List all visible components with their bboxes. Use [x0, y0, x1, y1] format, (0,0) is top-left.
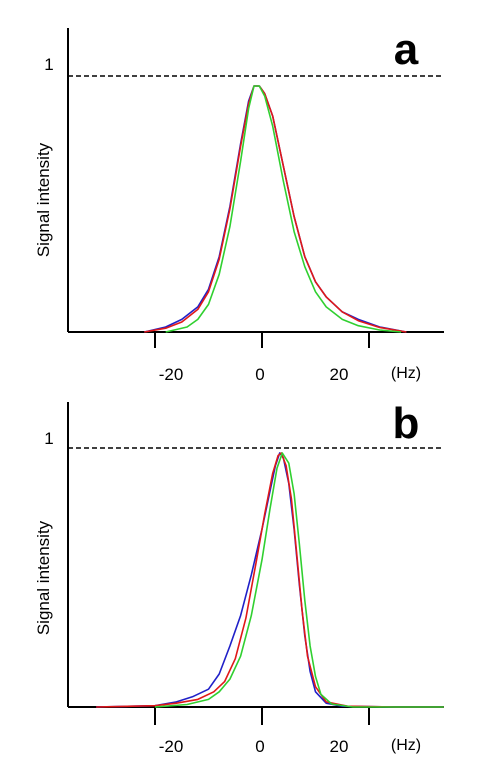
panel-a: -20 0 20 (Hz) 1 Signal intensity a: [34, 25, 444, 384]
series-group-a: [144, 85, 407, 333]
x-tick-label-a-0: 0: [255, 365, 264, 384]
panel-b: -20 0 20 (Hz) 1 Signal intensity b: [34, 399, 444, 756]
y-axis-label-a: Signal intensity: [34, 142, 53, 257]
series-line-green-a: [165, 85, 402, 333]
series-line-red-a: [144, 85, 407, 333]
x-tick-label-a-neg20: -20: [159, 365, 184, 384]
panel-label-b: b: [393, 399, 420, 448]
x-tick-label-b-0: 0: [255, 737, 264, 756]
x-unit-b: (Hz): [391, 737, 421, 754]
series-line-blue-b: [96, 452, 444, 708]
series-line-blue-a: [144, 85, 407, 333]
y-tick-label-a: 1: [44, 55, 53, 74]
x-unit-a: (Hz): [391, 365, 421, 382]
series-group-b: [96, 452, 444, 708]
series-line-red-b: [96, 452, 444, 708]
panel-label-a: a: [394, 25, 419, 74]
series-line-green-b: [154, 452, 444, 708]
y-axis-label-b: Signal intensity: [34, 520, 53, 635]
x-tick-label-a-20: 20: [330, 365, 349, 384]
x-tick-label-b-neg20: -20: [159, 737, 184, 756]
y-tick-label-b: 1: [44, 429, 53, 448]
x-tick-label-b-20: 20: [330, 737, 349, 756]
